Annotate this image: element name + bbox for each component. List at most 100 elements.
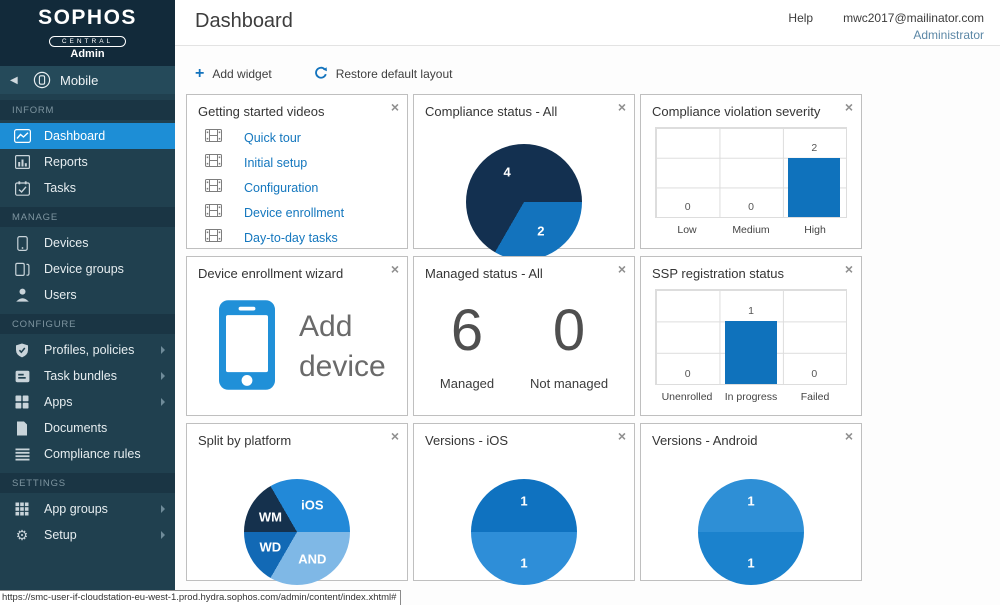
video-link-configuration[interactable]: Configuration (244, 180, 319, 195)
pie-slice-label: WM (258, 509, 282, 525)
close-icon[interactable]: × (844, 99, 853, 115)
sidebar-item-label: Dashboard (44, 129, 106, 143)
video-link-quick-tour[interactable]: Quick tour (244, 130, 301, 145)
user-email[interactable]: mwc2017@mailinator.com (843, 11, 984, 25)
plus-icon: + (195, 65, 205, 82)
sidebar-item-dashboard[interactable]: Dashboard (0, 123, 175, 149)
sidebar-item-users[interactable]: Users (0, 282, 175, 308)
sidebar-item-profiles-policies[interactable]: Profiles, policies (0, 337, 175, 363)
close-icon[interactable]: × (617, 261, 626, 277)
page-title: Dashboard (195, 10, 293, 32)
bar-column: 0 (656, 290, 719, 384)
sidebar-item-label: Compliance rules (44, 447, 141, 461)
widget-title: Split by platform (198, 433, 292, 448)
ssp-status-bar-chart: 0 1 0 Unenrolled In progress Failed (655, 289, 847, 407)
bar-category-label: Failed (800, 391, 830, 403)
close-icon[interactable]: × (844, 428, 853, 444)
product-switcher[interactable]: ◀ Mobile (0, 66, 175, 94)
list-item: Quick tour (195, 125, 399, 150)
bar-value-label: 0 (684, 368, 691, 380)
sidebar-item-apps[interactable]: Apps (0, 389, 175, 415)
close-icon[interactable]: × (617, 99, 626, 115)
product-label: Mobile (60, 72, 99, 88)
pie-slice-label: iOS (301, 497, 324, 513)
reports-icon (13, 155, 31, 169)
chevron-right-icon (161, 398, 165, 406)
user-role-link[interactable]: Administrator (913, 28, 984, 42)
sidebar-item-tasks[interactable]: Tasks (0, 175, 175, 201)
sidebar-item-label: Task bundles (44, 369, 117, 383)
film-icon (205, 153, 222, 172)
help-link[interactable]: Help (788, 11, 814, 25)
topbar: Dashboard Help mwc2017@mailinator.com Ad… (175, 0, 1000, 46)
bar-category-label: In progress (724, 391, 778, 403)
close-icon[interactable]: × (617, 428, 626, 444)
bar-column: 2 (783, 128, 846, 217)
widget-title: Versions - iOS (425, 433, 509, 448)
bar-plot-area: 0 0 2 (655, 127, 847, 218)
sidebar-item-label: Profiles, policies (44, 343, 135, 357)
device-icon (13, 235, 31, 251)
close-icon[interactable]: × (390, 261, 399, 277)
sidebar-item-devices[interactable]: Devices (0, 230, 175, 256)
bundle-icon (13, 370, 31, 383)
browser-status-bar: https://smc-user-if-cloudstation-eu-west… (0, 590, 402, 605)
chevron-right-icon (161, 346, 165, 354)
sidebar-item-label: Users (44, 288, 77, 302)
not-managed-label: Not managed (530, 376, 609, 391)
add-widget-button[interactable]: + Add widget (195, 65, 272, 82)
pie-slice-label: 1 (747, 555, 755, 571)
chevron-right-icon (161, 505, 165, 513)
sidebar-item-label: Apps (44, 395, 73, 409)
widget-title: Managed status - All (425, 266, 543, 281)
video-list: Quick tour Initial setup Configuration D… (195, 125, 399, 245)
sidebar-item-compliance-rules[interactable]: Compliance rules (0, 441, 175, 467)
tasks-icon (13, 180, 31, 196)
close-icon[interactable]: × (844, 261, 853, 277)
list-item: Day-to-day tasks (195, 225, 399, 250)
shield-icon (13, 343, 31, 358)
bar-column: 1 (719, 290, 782, 384)
sidebar-item-app-groups[interactable]: App groups (0, 496, 175, 522)
not-managed-count: 0 (552, 298, 586, 363)
restore-layout-button[interactable]: Restore default layout (314, 66, 452, 83)
pie-slice-label: AND (298, 551, 327, 567)
back-arrow-icon[interactable]: ◀ (10, 74, 18, 86)
bar-axis-labels: Low Medium High (655, 224, 847, 240)
video-link-day-to-day-tasks[interactable]: Day-to-day tasks (244, 230, 338, 245)
video-link-device-enrollment[interactable]: Device enrollment (244, 205, 345, 220)
apps-icon (13, 395, 31, 409)
sidebar-item-device-groups[interactable]: Device groups (0, 256, 175, 282)
sidebar-item-documents[interactable]: Documents (0, 415, 175, 441)
brand-name: SOPHOS (38, 6, 137, 29)
list-icon (13, 448, 31, 461)
widget-title: Getting started videos (198, 104, 325, 119)
pie-slice-label: 1 (520, 555, 528, 571)
sidebar-item-setup[interactable]: ⚙ Setup (0, 522, 175, 548)
widget-title: Versions - Android (652, 433, 758, 448)
sidebar-item-task-bundles[interactable]: Task bundles (0, 363, 175, 389)
close-icon[interactable]: × (390, 428, 399, 444)
widget-split-by-platform: Split by platform × iOS AND WD WM (186, 423, 408, 585)
bar-value-label: 1 (748, 305, 754, 318)
widget-managed-status: Managed status - All × 6 Managed 0 Not m… (413, 256, 635, 416)
section-settings: SETTINGS (0, 473, 175, 493)
bar-category-label: Low (677, 224, 697, 236)
sidebar-item-reports[interactable]: Reports (0, 149, 175, 175)
sidebar-item-label: App groups (44, 502, 108, 516)
sidebar-item-label: Setup (44, 528, 77, 542)
sidebar-item-label: Device groups (44, 262, 124, 276)
chevron-right-icon (161, 372, 165, 380)
sidebar-item-label: Reports (44, 155, 88, 169)
section-configure: CONFIGURE (0, 314, 175, 334)
close-icon[interactable]: × (390, 99, 399, 115)
add-widget-label: Add widget (212, 67, 272, 81)
add-device-button[interactable]: Add device (195, 287, 399, 407)
video-link-initial-setup[interactable]: Initial setup (244, 155, 308, 170)
violation-severity-bar-chart: 0 0 2 Low Medium High (655, 127, 847, 240)
film-icon (205, 178, 222, 197)
